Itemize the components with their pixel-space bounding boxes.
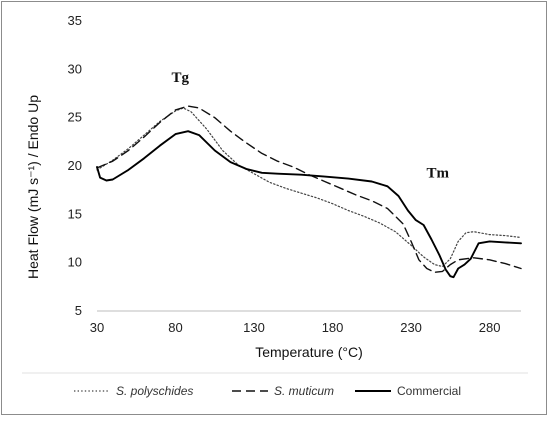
legend-label: S. polyschides (116, 384, 193, 398)
annotation-tg: Tg (171, 70, 189, 86)
x-tick-label: 130 (243, 320, 265, 335)
series-layer (96, 105, 522, 279)
chart-svg: 5 10 15 20 25 30 35 30 80 130 180 230 280 Tg Tm Temp… (22, 13, 528, 398)
x-tick-label: 30 (90, 320, 104, 335)
chart-frame: 5 10 15 20 25 30 35 30 80 130 180 230 280 Tg Tm Temp… (1, 1, 547, 415)
x-axis-title: Temperature (°C) (255, 344, 363, 360)
legend-label: Commercial (397, 384, 461, 398)
series-line-dotted (96, 107, 522, 268)
series-line-dashed (96, 105, 522, 273)
legend-label: S. muticum (274, 384, 334, 398)
x-tick-labels: 30 80 130 180 230 280 (90, 320, 501, 335)
annotations: Tg Tm (171, 70, 449, 182)
x-tick-label: 180 (322, 320, 344, 335)
y-tick-label: 20 (68, 158, 82, 173)
y-tick-label: 30 (68, 61, 82, 76)
annotation-tm: Tm (427, 166, 450, 182)
y-tick-label: 5 (75, 303, 82, 318)
x-tick-label: 230 (400, 320, 422, 335)
y-tick-labels: 5 10 15 20 25 30 35 (68, 13, 82, 318)
series-line-solid (96, 130, 522, 279)
x-tick-label: 280 (479, 320, 501, 335)
x-tick-label: 80 (168, 320, 182, 335)
legend: S. polyschides S. muticum Commercial (74, 384, 461, 398)
y-tick-label: 25 (68, 110, 82, 125)
y-tick-label: 10 (68, 255, 82, 270)
y-tick-label: 35 (68, 13, 82, 28)
y-axis-title: Heat Flow (mJ s⁻¹) / Endo Up (25, 95, 41, 279)
y-tick-label: 15 (68, 206, 82, 221)
